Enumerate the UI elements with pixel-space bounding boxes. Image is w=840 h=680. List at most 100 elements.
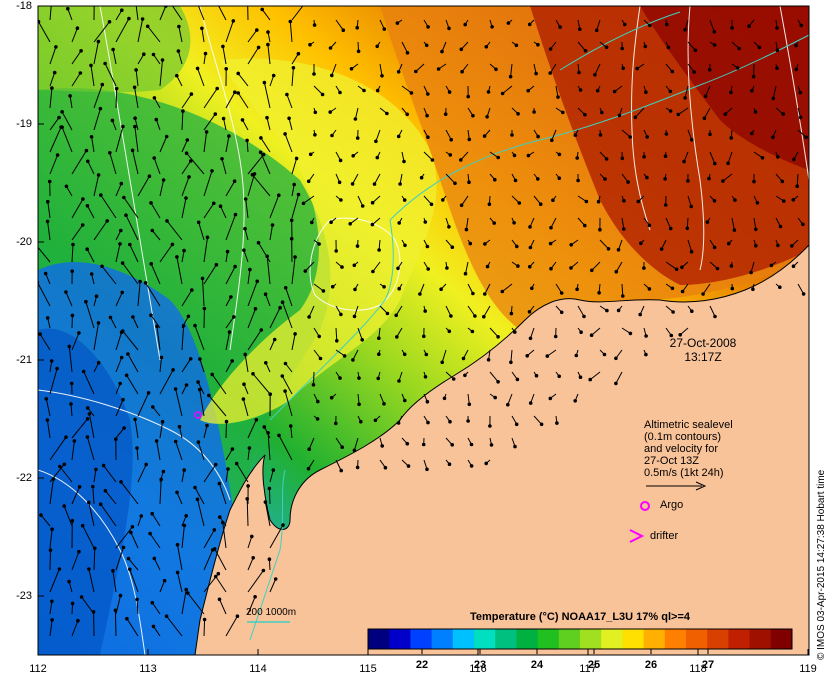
velocity-arrow: [87, 161, 95, 175]
velocity-arrow-head: [77, 331, 81, 335]
velocity-arrow-head: [130, 525, 135, 529]
velocity-arrow-head: [289, 236, 294, 241]
velocity-arrow: [465, 261, 469, 274]
velocity-arrow-head: [548, 47, 553, 51]
velocity-arrow-head: [197, 387, 202, 392]
velocity-arrow-head: [406, 464, 411, 468]
velocity-arrow-head: [85, 406, 90, 410]
velocity-arrow-head: [159, 477, 163, 482]
velocity-arrow-head: [561, 110, 565, 115]
colorbar-swatch: [749, 629, 772, 649]
velocity-arrow-head: [103, 488, 108, 493]
velocity-arrow-head: [313, 110, 318, 115]
velocity-arrow: [71, 440, 75, 461]
velocity-arrow-head: [213, 112, 218, 116]
velocity-arrow-head: [729, 264, 734, 268]
x-tick-label: 112: [29, 663, 47, 675]
velocity-arrow-head: [215, 0, 218, 2]
velocity-arrow-head: [419, 175, 424, 180]
velocity-arrow-head: [246, 484, 250, 488]
velocity-arrow-head: [96, 360, 101, 365]
velocity-arrow-head: [169, 1, 172, 4]
velocity-arrow-head: [258, 150, 263, 155]
velocity-arrow: [129, 569, 139, 593]
velocity-arrow: [151, 602, 161, 615]
argo-float-marker: [194, 411, 202, 419]
velocity-arrow-head: [754, 227, 758, 232]
velocity-arrow: [203, 619, 206, 637]
velocity-arrow-head: [405, 112, 410, 117]
colorbar-swatch: [558, 629, 581, 649]
velocity-arrow: [203, 88, 218, 109]
velocity-arrow-head: [713, 161, 717, 166]
velocity-arrow-head: [277, 193, 281, 197]
velocity-arrow: [577, 41, 586, 52]
velocity-arrow: [40, 514, 51, 527]
velocity-arrow: [181, 176, 190, 197]
velocity-arrow: [45, 273, 51, 285]
velocity-arrow-head: [628, 331, 633, 336]
velocity-arrow-head: [508, 74, 513, 79]
velocity-arrow-head: [516, 112, 520, 116]
velocity-arrow-head: [616, 248, 621, 252]
velocity-arrow: [86, 436, 95, 461]
velocity-arrow-head: [308, 42, 312, 47]
velocity-arrow: [265, 294, 271, 307]
velocity-arrow-head: [492, 221, 497, 225]
velocity-arrow: [49, 126, 62, 153]
velocity-arrow: [269, 578, 277, 593]
velocity-arrow-head: [617, 113, 622, 118]
velocity-arrow: [266, 256, 271, 285]
velocity-arrow-head: [558, 25, 562, 29]
velocity-arrow: [621, 283, 624, 297]
velocity-arrow-head: [582, 314, 586, 319]
velocity-arrow-head: [666, 45, 671, 50]
velocity-arrow: [465, 217, 469, 230]
velocity-arrow-head: [551, 198, 555, 202]
velocity-arrow-head: [236, 71, 240, 76]
velocity-arrow-head: [548, 71, 553, 75]
velocity-arrow: [221, 158, 227, 175]
velocity-arrow-head: [210, 169, 214, 173]
velocity-arrow-head: [217, 597, 222, 602]
velocity-arrow-head: [791, 264, 796, 269]
velocity-arrow-head: [790, 244, 794, 248]
velocity-arrow-head: [181, 323, 186, 328]
velocity-arrow-head: [195, 66, 200, 71]
velocity-arrow-head: [780, 179, 785, 184]
velocity-arrow-head: [242, 382, 246, 387]
velocity-arrow-head: [230, 359, 234, 363]
velocity-arrow: [159, 59, 163, 87]
velocity-arrow-head: [583, 112, 587, 117]
velocity-arrow: [109, 152, 117, 175]
velocity-arrow-head: [111, 568, 115, 573]
velocity-arrow-head: [648, 23, 652, 28]
velocity-arrow-head: [318, 356, 323, 361]
velocity-arrow-head: [732, 228, 737, 232]
velocity-arrow-head: [620, 46, 625, 51]
velocity-arrow-head: [614, 356, 618, 361]
velocity-arrow-head: [683, 27, 687, 32]
velocity-arrow-head: [645, 175, 649, 180]
velocity-arrow-head: [569, 243, 574, 247]
velocity-arrow-head: [250, 534, 254, 539]
velocity-arrow: [197, 381, 205, 395]
velocity-arrow-head: [182, 468, 186, 472]
velocity-arrow-head: [380, 74, 384, 78]
velocity-arrow: [242, 398, 249, 417]
velocity-arrow: [289, 21, 293, 43]
velocity-arrow: [203, 131, 208, 153]
velocity-arrow-head: [426, 25, 430, 29]
velocity-arrow-head: [251, 372, 255, 376]
velocity-arrow: [577, 305, 585, 317]
velocity-arrow-head: [683, 96, 687, 100]
velocity-arrow-head: [255, 279, 260, 284]
velocity-arrow: [101, 265, 117, 285]
velocity-arrow: [176, 492, 183, 505]
velocity-arrow-head: [170, 242, 175, 247]
velocity-arrow: [260, 152, 271, 175]
velocity-arrow-head: [93, 546, 97, 551]
velocity-arrow: [313, 371, 315, 385]
velocity-arrow-head: [712, 245, 717, 250]
velocity-arrow-head: [339, 198, 343, 202]
